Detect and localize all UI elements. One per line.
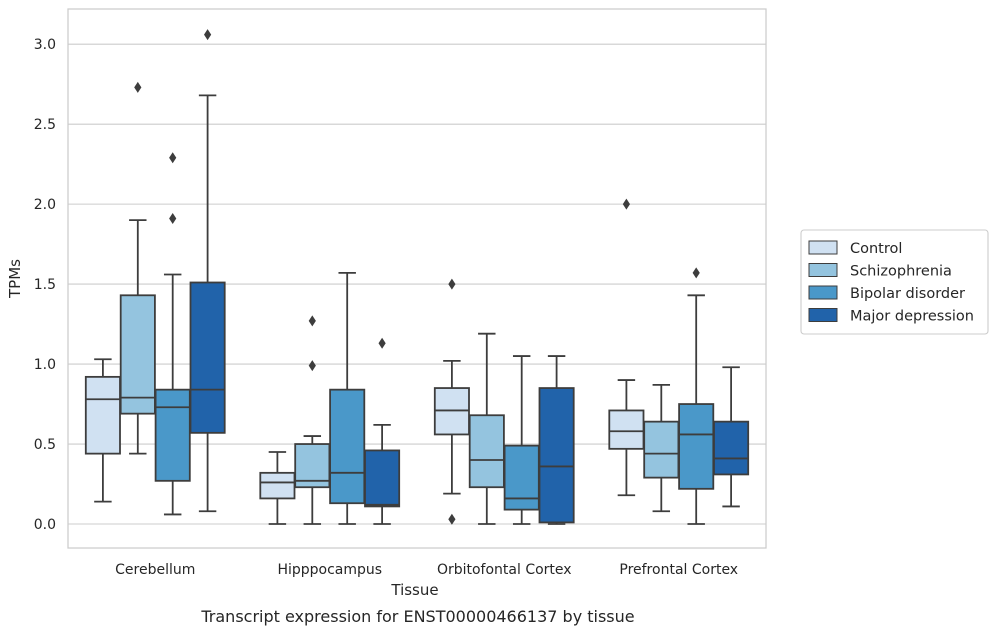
y-axis-ticks: 0.0 0.5 1.0 1.5 2.0 2.5 3.0 [34,37,56,533]
legend: Control Schizophrenia Bipolar disorder Majo… [800,229,989,335]
outlier-point [308,315,316,327]
x-tick-label: Hipppocampus [277,562,382,578]
box-plot-series [84,29,750,525]
y-tick-label: 2.0 [34,197,56,213]
box-iqr [503,444,540,511]
box-major-depression [189,29,226,513]
legend-swatch [808,285,838,300]
box-bipolar-disorder [329,272,366,525]
outlier-point [169,152,177,164]
box-schizophrenia [468,332,505,525]
outlier-point [308,360,316,372]
legend-entry-label: Control [850,241,902,257]
outlier-point [692,267,700,279]
x-tick-label: Prefrontal Cortex [619,562,738,578]
y-tick-label: 2.5 [34,117,56,133]
box-schizophrenia [294,315,331,525]
box-iqr [643,420,680,479]
x-axis-label: Tissue [390,581,438,599]
legend-entry-label: Major depression [850,309,974,325]
x-tick-label: Orbitofontal Cortex [437,562,572,578]
legend-swatch [808,308,838,322]
outlier-point [204,29,212,41]
box-iqr [468,414,505,489]
y-tick-label: 0.0 [34,517,56,533]
box-schizophrenia [119,81,156,455]
box-control [608,198,645,497]
outlier-point [622,198,630,210]
box-iqr [608,409,645,450]
chart-caption: Transcript expression for ENST0000046613… [200,607,634,626]
box-major-depression [538,355,575,525]
outlier-point [448,278,456,290]
y-tick-label: 1.0 [34,357,56,373]
box-iqr [259,471,296,500]
y-axis-label: TPMs [6,259,24,299]
legend-swatch [808,240,838,255]
y-tick-label: 3.0 [34,37,56,53]
legend-entry-label: Schizophrenia [850,264,952,280]
box-control [433,278,470,525]
box-major-depression [713,366,750,508]
plot-area-frame [67,8,767,549]
outlier-point [169,213,177,225]
box-iqr [154,388,191,482]
legend-entry-label: Bipolar disorder [850,286,965,302]
y-tick-label: 0.5 [34,437,56,453]
box-iqr [119,294,156,415]
box-iqr [713,420,750,476]
box-iqr [189,281,226,434]
legend-frame [800,229,989,335]
x-tick-label: Cerebellum [115,562,195,578]
box-iqr [84,375,121,455]
box-bipolar-disorder [154,152,191,516]
x-axis-ticks: Cerebellum Hipppocampus Orbitofontal Corte… [115,562,738,578]
box-iqr [538,387,575,524]
box-iqr [329,388,366,505]
box-control [84,358,121,503]
box-control [259,451,296,525]
outlier-point [134,81,142,93]
y-tick-label: 1.5 [34,277,56,293]
box-schizophrenia [643,383,680,513]
box-bipolar-disorder [503,355,540,525]
outlier-point [448,513,456,525]
outlier-point [378,337,386,349]
box-iqr [364,449,401,508]
box-major-depression [364,337,401,525]
legend-swatch [808,263,838,277]
box-bipolar-disorder [678,267,715,525]
box-iqr [678,403,715,490]
